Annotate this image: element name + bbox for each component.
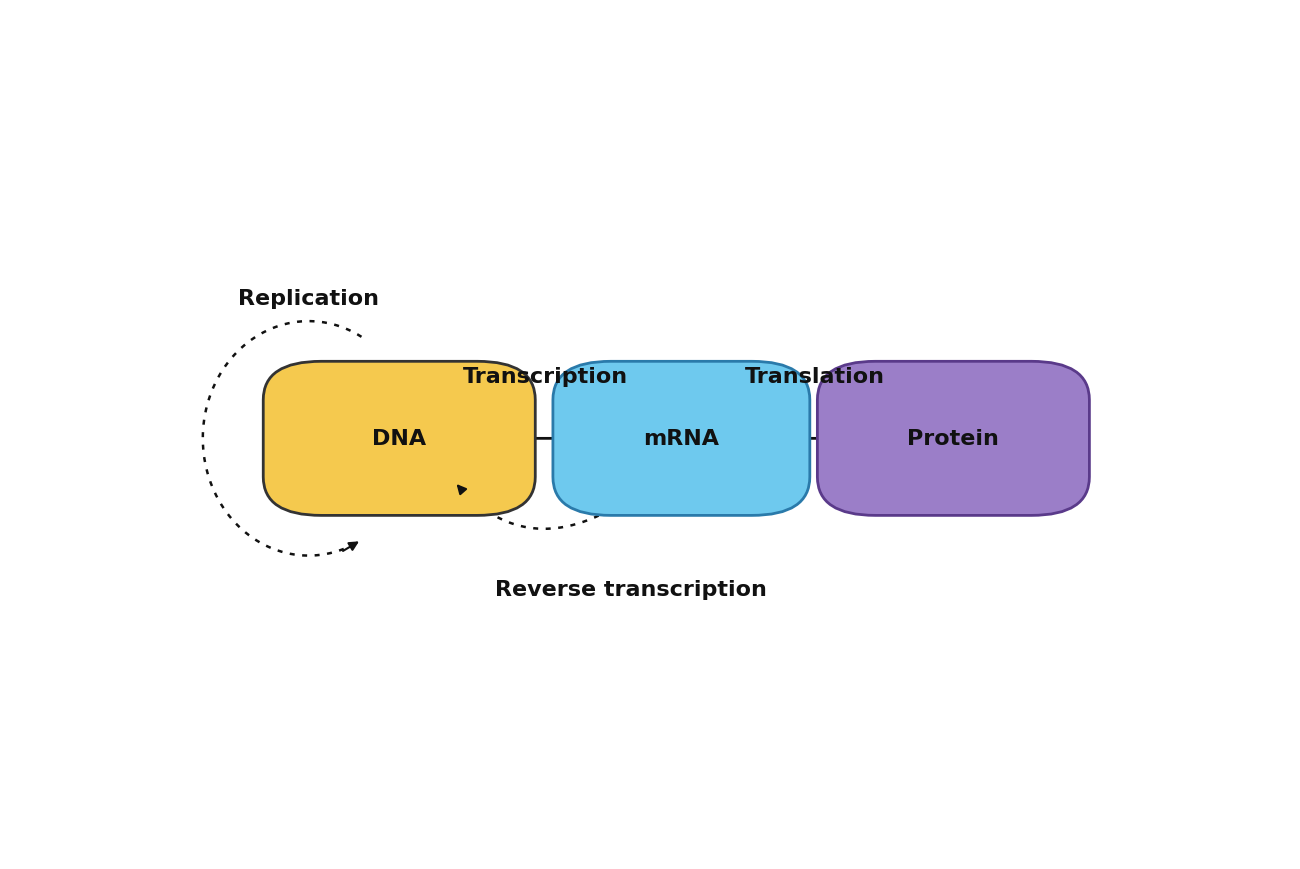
Text: Reverse transcription: Reverse transcription [495, 580, 767, 600]
Text: Replication: Replication [238, 289, 380, 308]
Text: mRNA: mRNA [644, 429, 719, 448]
FancyBboxPatch shape [818, 362, 1089, 516]
FancyBboxPatch shape [263, 362, 536, 516]
Text: Transcription: Transcription [463, 367, 628, 387]
FancyBboxPatch shape [552, 362, 810, 516]
Text: Protein: Protein [907, 429, 1000, 448]
Text: DNA: DNA [372, 429, 426, 448]
Text: Translation: Translation [745, 367, 885, 387]
